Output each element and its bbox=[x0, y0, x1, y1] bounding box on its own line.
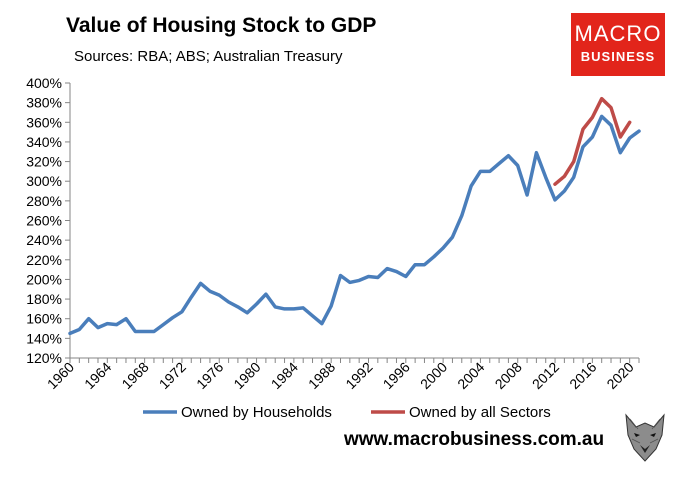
x-tick-label: 1984 bbox=[268, 359, 301, 392]
x-tick-label: 2016 bbox=[566, 359, 599, 392]
y-tick-label: 360% bbox=[26, 114, 62, 130]
legend-label-all-sectors: Owned by all Sectors bbox=[409, 404, 551, 421]
series-line-all-sectors bbox=[553, 96, 632, 186]
y-tick-label: 140% bbox=[26, 330, 62, 346]
x-tick-label: 2012 bbox=[529, 359, 562, 392]
x-tick-label: 1996 bbox=[380, 359, 413, 392]
y-tick-label: 220% bbox=[26, 252, 62, 268]
logo-line-business: BUSINESS bbox=[580, 49, 656, 64]
y-tick-label: 340% bbox=[26, 134, 62, 150]
x-tick-label: 1972 bbox=[156, 359, 189, 392]
y-tick-label: 280% bbox=[26, 193, 62, 209]
x-tick-label: 1964 bbox=[81, 359, 114, 392]
x-tick-label: 2008 bbox=[492, 359, 525, 392]
y-tick-label: 300% bbox=[26, 173, 62, 189]
x-tick-label: 1976 bbox=[193, 359, 226, 392]
x-tick-label: 1980 bbox=[230, 359, 263, 392]
x-tick-label: 1992 bbox=[342, 359, 375, 392]
chart-title: Value of Housing Stock to GDP bbox=[66, 14, 377, 37]
x-tick-label: 2004 bbox=[454, 359, 487, 392]
legend-label-households: Owned by Households bbox=[181, 404, 332, 421]
chart-subtitle: Sources: RBA; ABS; Australian Treasury bbox=[74, 48, 343, 65]
y-tick-label: 160% bbox=[26, 311, 62, 327]
chart-legend: Owned by Households Owned by all Sectors bbox=[143, 404, 551, 421]
y-tick-label: 260% bbox=[26, 213, 62, 229]
chart-series bbox=[68, 96, 641, 336]
x-tick-label: 2000 bbox=[417, 359, 450, 392]
y-tick-label: 200% bbox=[26, 271, 62, 287]
website-url: www.macrobusiness.com.au bbox=[344, 429, 605, 450]
wolf-logo-icon bbox=[620, 409, 670, 465]
x-tick-label: 1988 bbox=[305, 359, 338, 392]
series-line-households bbox=[68, 114, 641, 336]
logo-line-macro: MACRO bbox=[574, 21, 662, 46]
y-tick-label: 320% bbox=[26, 154, 62, 170]
macrobusiness-logo: MACRO BUSINESS bbox=[571, 13, 665, 76]
x-tick-label: 2020 bbox=[603, 359, 636, 392]
y-tick-label: 120% bbox=[26, 350, 62, 366]
y-tick-label: 400% bbox=[26, 75, 62, 91]
y-tick-label: 380% bbox=[26, 95, 62, 111]
y-tick-label: 240% bbox=[26, 232, 62, 248]
chart-axes: 120% 140% 160% 180% 200% 220% 240% 260% 280% 300%… bbox=[26, 75, 640, 392]
x-tick-label: 1968 bbox=[118, 359, 151, 392]
y-tick-label: 180% bbox=[26, 291, 62, 307]
